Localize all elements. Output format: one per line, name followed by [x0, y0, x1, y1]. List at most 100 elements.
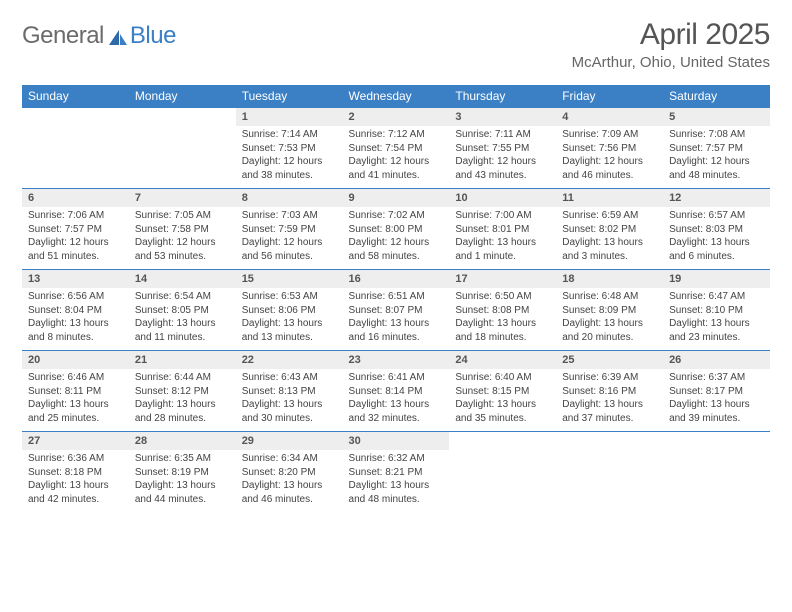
sunset-line: Sunset: 8:13 PM: [242, 385, 337, 399]
sunset-line: Sunset: 8:12 PM: [135, 385, 230, 399]
sunset-line: Sunset: 8:17 PM: [669, 385, 764, 399]
day-content-row: Sunrise: 6:36 AMSunset: 8:18 PMDaylight:…: [22, 450, 770, 512]
sunset-line: Sunset: 8:15 PM: [455, 385, 550, 399]
logo-sail-icon: [108, 28, 128, 46]
sunset-line: Sunset: 8:06 PM: [242, 304, 337, 318]
day-cell: Sunrise: 7:05 AMSunset: 7:58 PMDaylight:…: [129, 207, 236, 270]
day-number: 1: [236, 108, 343, 127]
day-cell: Sunrise: 6:32 AMSunset: 8:21 PMDaylight:…: [343, 450, 450, 512]
sunset-line: Sunset: 7:59 PM: [242, 223, 337, 237]
day-number-row: 27282930: [22, 432, 770, 451]
sunrise-line: Sunrise: 6:34 AM: [242, 452, 337, 466]
day-cell: Sunrise: 6:35 AMSunset: 8:19 PMDaylight:…: [129, 450, 236, 512]
day-number: 21: [129, 351, 236, 370]
day-cell: Sunrise: 6:39 AMSunset: 8:16 PMDaylight:…: [556, 369, 663, 432]
day-number: 5: [663, 108, 770, 127]
logo-word-1: General: [22, 22, 104, 50]
day-number: 16: [343, 270, 450, 289]
day-cell: Sunrise: 6:43 AMSunset: 8:13 PMDaylight:…: [236, 369, 343, 432]
sunset-line: Sunset: 7:57 PM: [28, 223, 123, 237]
day-cell: Sunrise: 7:08 AMSunset: 7:57 PMDaylight:…: [663, 126, 770, 189]
sunset-line: Sunset: 8:21 PM: [349, 466, 444, 480]
sunset-line: Sunset: 8:07 PM: [349, 304, 444, 318]
daylight-line: Daylight: 13 hours and 6 minutes.: [669, 236, 764, 263]
sunrise-line: Sunrise: 7:12 AM: [349, 128, 444, 142]
sunrise-line: Sunrise: 7:06 AM: [28, 209, 123, 223]
day-number: 27: [22, 432, 129, 451]
day-number: 8: [236, 189, 343, 208]
sunrise-line: Sunrise: 7:14 AM: [242, 128, 337, 142]
day-cell: Sunrise: 6:48 AMSunset: 8:09 PMDaylight:…: [556, 288, 663, 351]
sunrise-line: Sunrise: 6:46 AM: [28, 371, 123, 385]
page-header: General Blue April 2025 McArthur, Ohio, …: [22, 18, 770, 71]
day-cell: Sunrise: 7:09 AMSunset: 7:56 PMDaylight:…: [556, 126, 663, 189]
day-number: 22: [236, 351, 343, 370]
day-cell: Sunrise: 6:53 AMSunset: 8:06 PMDaylight:…: [236, 288, 343, 351]
daylight-line: Daylight: 13 hours and 23 minutes.: [669, 317, 764, 344]
empty-cell: [22, 108, 129, 127]
sunset-line: Sunset: 8:03 PM: [669, 223, 764, 237]
weekday-header: Wednesday: [343, 85, 450, 108]
sunset-line: Sunset: 7:56 PM: [562, 142, 657, 156]
day-number: 28: [129, 432, 236, 451]
day-cell: Sunrise: 6:41 AMSunset: 8:14 PMDaylight:…: [343, 369, 450, 432]
sunset-line: Sunset: 7:55 PM: [455, 142, 550, 156]
sunset-line: Sunset: 7:58 PM: [135, 223, 230, 237]
sunset-line: Sunset: 8:09 PM: [562, 304, 657, 318]
daylight-line: Daylight: 13 hours and 13 minutes.: [242, 317, 337, 344]
sunrise-line: Sunrise: 6:44 AM: [135, 371, 230, 385]
empty-cell: [22, 126, 129, 189]
day-cell: Sunrise: 6:47 AMSunset: 8:10 PMDaylight:…: [663, 288, 770, 351]
day-number: 4: [556, 108, 663, 127]
day-cell: Sunrise: 6:51 AMSunset: 8:07 PMDaylight:…: [343, 288, 450, 351]
day-number: 26: [663, 351, 770, 370]
daylight-line: Daylight: 13 hours and 42 minutes.: [28, 479, 123, 506]
calendar-body: 12345Sunrise: 7:14 AMSunset: 7:53 PMDayl…: [22, 108, 770, 513]
day-cell: Sunrise: 6:50 AMSunset: 8:08 PMDaylight:…: [449, 288, 556, 351]
calendar-header-row: SundayMondayTuesdayWednesdayThursdayFrid…: [22, 85, 770, 108]
day-number: 15: [236, 270, 343, 289]
daylight-line: Daylight: 13 hours and 48 minutes.: [349, 479, 444, 506]
daylight-line: Daylight: 13 hours and 46 minutes.: [242, 479, 337, 506]
day-number: 17: [449, 270, 556, 289]
day-cell: Sunrise: 7:11 AMSunset: 7:55 PMDaylight:…: [449, 126, 556, 189]
sunrise-line: Sunrise: 7:09 AM: [562, 128, 657, 142]
sunrise-line: Sunrise: 6:36 AM: [28, 452, 123, 466]
sunrise-line: Sunrise: 7:03 AM: [242, 209, 337, 223]
daylight-line: Daylight: 12 hours and 58 minutes.: [349, 236, 444, 263]
sunrise-line: Sunrise: 6:53 AM: [242, 290, 337, 304]
sunrise-line: Sunrise: 6:57 AM: [669, 209, 764, 223]
daylight-line: Daylight: 12 hours and 48 minutes.: [669, 155, 764, 182]
day-cell: Sunrise: 7:03 AMSunset: 7:59 PMDaylight:…: [236, 207, 343, 270]
day-number: 19: [663, 270, 770, 289]
daylight-line: Daylight: 13 hours and 32 minutes.: [349, 398, 444, 425]
day-cell: Sunrise: 6:44 AMSunset: 8:12 PMDaylight:…: [129, 369, 236, 432]
daylight-line: Daylight: 13 hours and 37 minutes.: [562, 398, 657, 425]
sunset-line: Sunset: 8:05 PM: [135, 304, 230, 318]
day-number: 20: [22, 351, 129, 370]
day-number: 25: [556, 351, 663, 370]
sunrise-line: Sunrise: 7:11 AM: [455, 128, 550, 142]
daylight-line: Daylight: 12 hours and 56 minutes.: [242, 236, 337, 263]
day-cell: Sunrise: 7:12 AMSunset: 7:54 PMDaylight:…: [343, 126, 450, 189]
daylight-line: Daylight: 12 hours and 38 minutes.: [242, 155, 337, 182]
weekday-header: Sunday: [22, 85, 129, 108]
day-number: 29: [236, 432, 343, 451]
sunrise-line: Sunrise: 6:56 AM: [28, 290, 123, 304]
day-number-row: 13141516171819: [22, 270, 770, 289]
sunrise-line: Sunrise: 6:40 AM: [455, 371, 550, 385]
day-number: 6: [22, 189, 129, 208]
sunset-line: Sunset: 8:01 PM: [455, 223, 550, 237]
day-number: 30: [343, 432, 450, 451]
sunset-line: Sunset: 8:20 PM: [242, 466, 337, 480]
day-cell: Sunrise: 6:59 AMSunset: 8:02 PMDaylight:…: [556, 207, 663, 270]
sunrise-line: Sunrise: 6:54 AM: [135, 290, 230, 304]
location-subtitle: McArthur, Ohio, United States: [572, 54, 770, 71]
sunrise-line: Sunrise: 7:00 AM: [455, 209, 550, 223]
sunrise-line: Sunrise: 7:08 AM: [669, 128, 764, 142]
day-cell: Sunrise: 6:36 AMSunset: 8:18 PMDaylight:…: [22, 450, 129, 512]
day-cell: Sunrise: 7:00 AMSunset: 8:01 PMDaylight:…: [449, 207, 556, 270]
sunset-line: Sunset: 8:08 PM: [455, 304, 550, 318]
day-number: 11: [556, 189, 663, 208]
empty-cell: [556, 432, 663, 451]
